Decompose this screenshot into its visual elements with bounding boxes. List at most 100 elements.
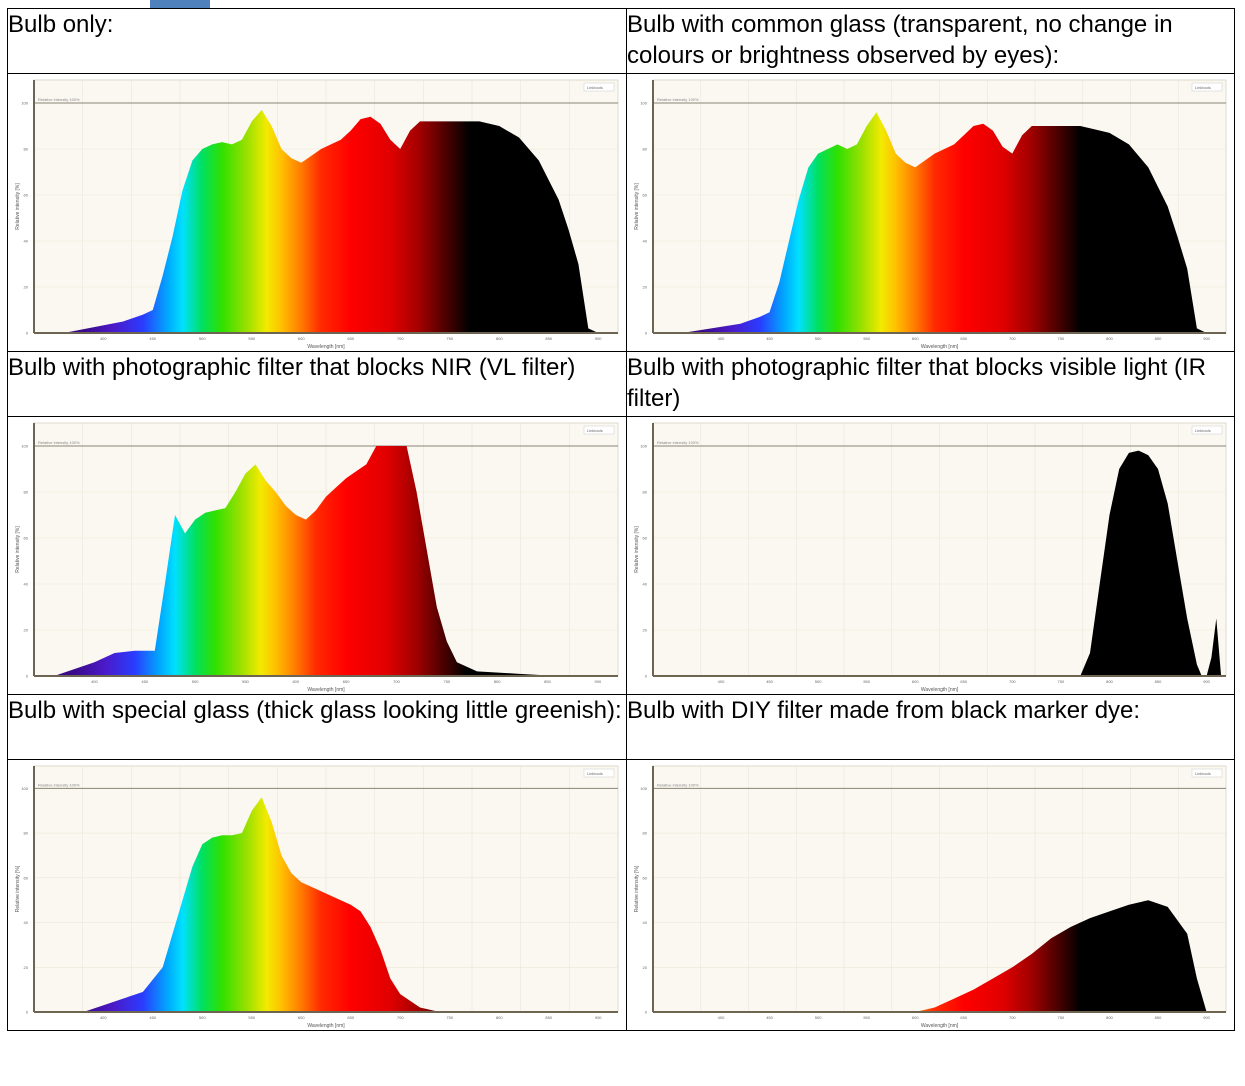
x-tick-label: 400: [718, 336, 725, 341]
x-tick-label: 450: [149, 1015, 156, 1020]
legend-label: Linktools: [1195, 428, 1211, 433]
x-tick-label: 800: [1106, 679, 1113, 684]
x-tick-label: 450: [141, 679, 148, 684]
chart-cell: Relative intensity 100% Linktools 0 20 40 60 8…: [626, 73, 1235, 352]
reference-line-label: Relative intensity 100%: [38, 440, 80, 445]
x-tick-label: 450: [766, 679, 773, 684]
x-tick-label: 750: [1058, 679, 1065, 684]
y-tick-label: 80: [24, 490, 29, 495]
x-tick-label: 600: [298, 336, 305, 341]
y-tick-label: 20: [643, 965, 648, 970]
x-axis-label: Wavelength [nm]: [921, 344, 959, 350]
y-tick-label: 0: [26, 331, 29, 336]
legend-box: [1191, 425, 1223, 435]
spectrum-chart-common-glass: Relative intensity 100% Linktools 0 20 40 60 8…: [627, 74, 1234, 351]
x-tick-label: 900: [595, 1015, 602, 1020]
x-tick-label: 450: [766, 336, 773, 341]
x-tick-label: 900: [595, 336, 602, 341]
y-tick-label: 60: [643, 193, 648, 198]
caption-diy-filter: Bulb with DIY filter made from black mar…: [627, 697, 1141, 724]
spectrum-svg: Relative intensity 100% Linktools 0 20 40 60 8…: [15, 79, 619, 350]
y-tick-label: 20: [643, 628, 648, 633]
y-tick-label: 40: [24, 239, 29, 244]
x-axis-label: Wavelength [nm]: [307, 344, 345, 350]
legend-box: [1191, 82, 1223, 92]
chart-cell: Relative intensity 100% Linktools 0 20 40 60 8…: [7, 759, 627, 1031]
spectrum-svg: Relative intensity 100% Linktools 0 20 40 60 8…: [15, 422, 619, 693]
caption-special-glass: Bulb with special glass (thick glass loo…: [8, 697, 622, 724]
caption-ir-filter: Bulb with photographic filter that block…: [627, 354, 1206, 412]
x-tick-label: 550: [248, 336, 255, 341]
spectrum-area: [83, 797, 460, 1012]
x-tick-label: 400: [91, 679, 98, 684]
y-axis-label: Relative intensity [%]: [634, 865, 640, 912]
y-tick-label: 100: [640, 101, 647, 106]
y-tick-label: 80: [24, 147, 29, 152]
x-tick-label: 400: [100, 336, 107, 341]
spectrum-svg: Relative intensity 100% Linktools 0 20 40 60 8…: [15, 765, 619, 1029]
x-tick-label: 750: [443, 679, 450, 684]
y-tick-label: 0: [645, 674, 648, 679]
x-tick-label: 550: [863, 336, 870, 341]
x-tick-label: 500: [815, 679, 822, 684]
x-tick-label: 900: [1203, 1015, 1210, 1020]
x-tick-label: 600: [912, 679, 919, 684]
spectrum-svg: Relative intensity 100% Linktools 0 20 40 60 8…: [634, 422, 1227, 693]
x-tick-label: 800: [1106, 1015, 1113, 1020]
legend-label: Linktools: [1195, 771, 1211, 776]
y-tick-label: 80: [24, 831, 29, 836]
reference-line-label: Relative intensity 100%: [657, 97, 699, 102]
y-axis-label: Relative intensity [%]: [634, 526, 640, 573]
x-tick-label: 650: [960, 336, 967, 341]
y-tick-label: 60: [643, 536, 648, 541]
x-tick-label: 850: [544, 679, 551, 684]
y-tick-label: 60: [24, 536, 29, 541]
x-tick-label: 750: [1058, 336, 1065, 341]
x-tick-label: 750: [446, 1015, 453, 1020]
y-tick-label: 20: [24, 965, 29, 970]
y-tick-label: 60: [24, 193, 29, 198]
x-tick-label: 400: [718, 679, 725, 684]
y-tick-label: 0: [645, 1010, 648, 1015]
legend-label: Linktools: [1195, 85, 1211, 90]
spectrum-svg: Relative intensity 100% Linktools 0 20 40 60 8…: [634, 79, 1227, 350]
caption-cell: Bulb with photographic filter that block…: [626, 351, 1235, 417]
x-tick-label: 500: [815, 1015, 822, 1020]
y-tick-label: 100: [21, 101, 28, 106]
x-axis-label: Wavelength [nm]: [921, 687, 959, 693]
legend-label: Linktools: [587, 771, 603, 776]
spectra-table: Bulb only: Bulb with common glass (trans…: [7, 8, 1235, 1031]
legend-label: Linktools: [587, 428, 603, 433]
y-tick-label: 100: [640, 444, 647, 449]
chart-cell: Relative intensity 100% Linktools 0 20 40 60 8…: [7, 416, 627, 695]
x-tick-label: 900: [1203, 336, 1210, 341]
spectrum-area: [63, 109, 599, 334]
caption-cell: Bulb with photographic filter that block…: [7, 351, 627, 417]
legend-box: [1191, 768, 1223, 778]
x-tick-label: 450: [766, 1015, 773, 1020]
x-tick-label: 800: [494, 679, 501, 684]
x-tick-label: 800: [1106, 336, 1113, 341]
x-axis-label: Wavelength [nm]: [307, 1023, 345, 1029]
reference-line-label: Relative intensity 100%: [38, 782, 80, 787]
chart-cell: Relative intensity 100% Linktools 0 20 40 60 8…: [626, 416, 1235, 695]
y-tick-label: 20: [24, 628, 29, 633]
x-tick-label: 700: [1009, 336, 1016, 341]
y-tick-label: 0: [645, 331, 648, 336]
reference-line-label: Relative intensity 100%: [657, 440, 699, 445]
spectrum-area: [682, 112, 1207, 333]
x-tick-label: 650: [960, 679, 967, 684]
y-tick-label: 40: [24, 582, 29, 587]
caption-cell: Bulb with common glass (transparent, no …: [626, 8, 1235, 74]
legend-box: [583, 768, 615, 778]
x-tick-label: 400: [718, 1015, 725, 1020]
x-tick-label: 700: [393, 679, 400, 684]
spectrum-area: [1080, 450, 1222, 676]
y-tick-label: 40: [24, 920, 29, 925]
y-axis-label: Relative intensity [%]: [15, 526, 21, 573]
x-tick-label: 600: [912, 1015, 919, 1020]
x-tick-label: 700: [1009, 679, 1016, 684]
y-tick-label: 60: [643, 875, 648, 880]
x-tick-label: 900: [595, 679, 602, 684]
x-tick-label: 650: [347, 1015, 354, 1020]
